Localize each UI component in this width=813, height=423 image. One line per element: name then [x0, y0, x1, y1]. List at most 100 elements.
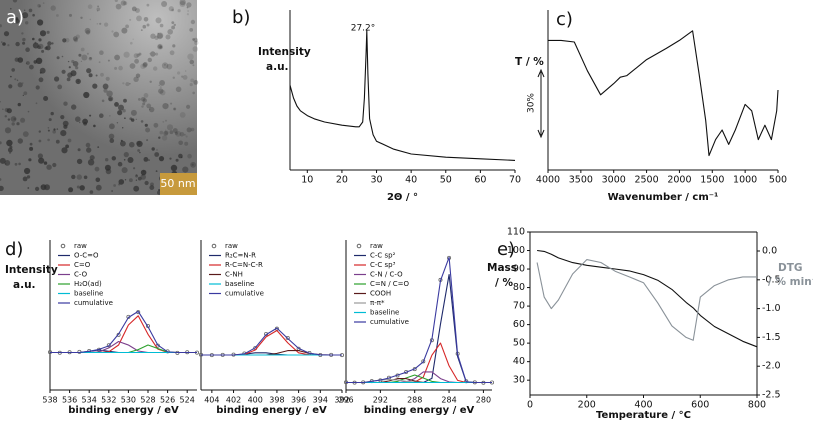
particle — [158, 136, 161, 139]
data-line — [346, 371, 492, 384]
particle — [111, 30, 114, 33]
particle — [124, 179, 127, 181]
particle — [43, 96, 49, 101]
particle — [190, 127, 195, 132]
particle — [149, 106, 155, 113]
particle — [0, 178, 2, 181]
particle — [177, 71, 181, 75]
particle — [48, 118, 52, 122]
particle — [43, 161, 48, 165]
data-point — [421, 359, 426, 364]
particle — [41, 49, 45, 53]
particle — [39, 30, 47, 37]
legend-label: raw — [370, 242, 383, 250]
particle — [27, 187, 30, 189]
particle — [47, 41, 52, 46]
particle — [114, 0, 118, 2]
x-tick-label: 70 — [509, 175, 521, 186]
x-axis-label: binding energy / eV — [68, 405, 179, 416]
particle — [17, 102, 21, 107]
legend-label: COOH — [370, 290, 391, 298]
data-point — [285, 335, 290, 340]
y2-tick-label: -1.5 — [762, 332, 781, 343]
particle — [75, 78, 81, 85]
particle — [114, 54, 120, 61]
y-axis-label: Intensity — [5, 264, 58, 276]
particle — [35, 57, 43, 64]
x-tick-label: 402 — [226, 396, 241, 405]
x-axis-label: Wavenumber / cm⁻¹ — [608, 192, 719, 203]
particle — [163, 131, 169, 136]
particle — [76, 185, 80, 189]
y-axis-label: T / % — [515, 56, 544, 68]
particle — [99, 50, 104, 55]
particle — [129, 82, 131, 85]
particle — [22, 176, 28, 182]
particle — [39, 67, 46, 74]
particle — [2, 108, 4, 110]
particle — [24, 167, 31, 175]
particle — [146, 103, 152, 109]
particle — [13, 117, 17, 121]
particle — [75, 66, 79, 70]
x-tick-label: 600 — [691, 400, 709, 411]
particle — [123, 152, 129, 158]
particle — [109, 123, 115, 130]
particle — [136, 140, 143, 147]
x-tick-label: 280 — [476, 396, 491, 405]
y-axis-label: Mass — [487, 262, 517, 274]
y-tick-label: 60 — [513, 319, 525, 330]
panel-label: a) — [6, 7, 24, 28]
x-tick-label: 4000 — [536, 175, 560, 186]
data-line — [50, 315, 197, 354]
particle — [190, 78, 195, 83]
x-axis-label: binding energy / eV — [216, 405, 327, 416]
particle — [155, 170, 158, 173]
particle — [159, 80, 166, 86]
x-tick-label: 284 — [441, 396, 456, 405]
data-line — [289, 30, 516, 161]
particle — [157, 43, 164, 50]
particle — [186, 2, 192, 8]
particle — [47, 129, 50, 132]
particle — [165, 34, 171, 40]
particle — [84, 27, 91, 34]
x-tick-label: 200 — [578, 400, 596, 411]
particle — [163, 63, 166, 66]
particle — [187, 153, 192, 159]
particle — [101, 99, 105, 103]
particle — [95, 184, 102, 191]
particle — [135, 8, 140, 13]
particle — [140, 120, 144, 123]
particle — [140, 97, 146, 102]
particle — [66, 77, 71, 82]
legend-label: baseline — [74, 290, 103, 298]
particle — [157, 32, 164, 39]
particle — [9, 151, 12, 154]
particle — [37, 4, 41, 8]
particle — [50, 111, 54, 116]
particle — [32, 37, 35, 41]
particle — [94, 166, 100, 172]
x-tick-label: 400 — [248, 396, 263, 405]
particle — [149, 185, 155, 191]
legend-symbol — [211, 243, 217, 249]
particle — [76, 37, 78, 39]
particle — [52, 130, 56, 134]
particle — [146, 23, 150, 27]
particle — [14, 17, 19, 21]
particle — [22, 82, 24, 84]
legend-label: O-C=O — [74, 252, 99, 260]
particle — [133, 76, 139, 83]
particle — [192, 91, 195, 95]
particle — [159, 89, 166, 96]
y-axis-label: a.u. — [266, 61, 289, 73]
particle — [121, 167, 128, 174]
particle — [138, 98, 141, 101]
x-tick-label: 800 — [748, 400, 766, 411]
x-tick-label: 288 — [407, 396, 422, 405]
data-line — [201, 327, 342, 356]
particle — [186, 127, 192, 133]
particle — [71, 174, 76, 180]
particle — [130, 41, 133, 45]
